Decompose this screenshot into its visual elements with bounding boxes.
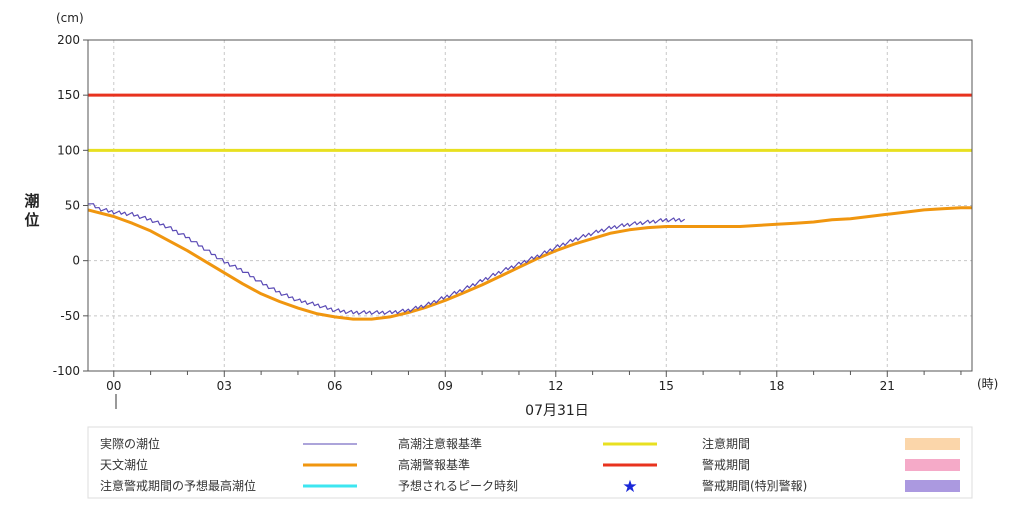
x-axis: 00 03 06 09 12 15 18 21 xyxy=(106,371,962,393)
x-unit-label: (時) xyxy=(977,377,998,391)
legend-label: 実際の潮位 xyxy=(100,436,160,451)
series-lines xyxy=(87,203,972,321)
y-axis-label-2: 位 xyxy=(24,211,39,229)
y-tick-label: 0 xyxy=(72,254,80,268)
x-tick-label: 03 xyxy=(217,379,232,393)
legend-swatch-box xyxy=(905,480,960,492)
legend-label: 注意警戒期間の予想最高潮位 xyxy=(100,478,256,493)
y-tick-label: 150 xyxy=(57,88,80,102)
legend-label: 予想されるピーク時刻 xyxy=(398,478,518,493)
y-axis-label-1: 潮 xyxy=(24,192,39,210)
legend-star-icon: ★ xyxy=(622,477,637,497)
x-tick-label: 21 xyxy=(880,379,895,393)
y-tick-label: -50 xyxy=(60,309,80,323)
legend-swatch-box xyxy=(905,459,960,471)
legend-label: 高潮注意報基準 xyxy=(398,436,482,451)
y-unit-label: (cm) xyxy=(56,11,84,25)
x-tick-label: 06 xyxy=(327,379,342,393)
x-tick-label: 09 xyxy=(438,379,453,393)
x-tick-label: 18 xyxy=(769,379,784,393)
y-tick-label: 50 xyxy=(65,199,80,213)
y-tick-label: 200 xyxy=(57,33,80,47)
reference-lines xyxy=(88,93,972,152)
astronomical-tide-line xyxy=(87,206,972,321)
legend-label: 天文潮位 xyxy=(100,457,148,472)
x-tick-label: 00 xyxy=(106,379,121,393)
date-label: 07月31日 xyxy=(525,403,589,419)
legend-label: 警戒期間(特別警報) xyxy=(702,478,807,493)
legend-swatch-box xyxy=(905,438,960,450)
x-tick-label: 15 xyxy=(659,379,674,393)
y-tick-label: 100 xyxy=(57,143,80,157)
observed-tide-line xyxy=(87,203,686,315)
y-tick-label: -100 xyxy=(53,364,80,378)
legend-label: 高潮警報基準 xyxy=(398,457,470,472)
y-axis: -100 -50 0 50 100 150 200 xyxy=(53,33,88,378)
x-tick-label: 12 xyxy=(548,379,563,393)
legend-label: 注意期間 xyxy=(702,436,750,451)
legend-box xyxy=(87,426,973,499)
legend-label: 警戒期間 xyxy=(702,457,750,472)
